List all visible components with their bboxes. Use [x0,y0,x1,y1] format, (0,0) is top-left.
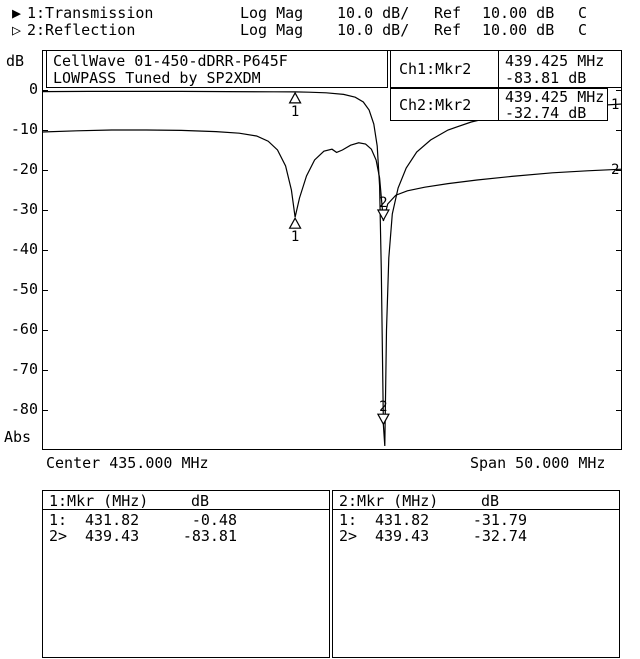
y-axis-tick-label: -50 [10,280,38,298]
marker-2-number: 2 [379,195,387,211]
y-axis-tick-label: -60 [10,320,38,338]
marker-table-header: 2:Mkr (MHz) [339,492,439,510]
marker-2-triangle-icon [376,413,390,426]
ch2-marker-box: Ch2:Mkr2 439.425 MHz -32.74 dB [390,88,608,121]
y-axis-tick-label: -40 [10,240,38,258]
marker-2-number: 2 [379,399,387,415]
marker-table-header: 1:Mkr (MHz) [49,492,149,510]
y-axis-tick-label: -20 [10,160,38,178]
ch2-ref-value: 10.00 dB [482,21,555,39]
device-title: CellWave 01-450-dDRR-P645F [53,52,288,70]
ch2-marker-label: Ch2:Mkr2 [399,96,472,114]
trace-2-edge-label: 2 [611,162,619,178]
y-axis-tick-label: 0 [28,80,38,98]
divider [333,509,619,510]
ch2-format: Log Mag [240,21,304,39]
ch1-marker-value: -83.81 dB [505,69,587,87]
y-axis-tick-label: -30 [10,200,38,218]
marker-freq: 439.43 [375,527,430,545]
trace-reflection [41,129,623,222]
ch2-marker-freq: 439.425 MHz [505,88,605,106]
y-axis-labels: 0 -10 -20 -30 -40 -50 -60 -70 -80 [0,0,40,490]
marker-value: -31.79 [472,511,527,529]
marker-table-ch2: 2:Mkr (MHz) dB 1: 431.82 -31.79 2> 439.4… [332,490,620,658]
ch1-scale: 10.0 dB/ [337,4,410,22]
ch2-ref-label: Ref [434,21,462,39]
marker-1-number: 1 [291,229,299,245]
marker-1-number: 1 [291,104,299,120]
marker-value: -32.74 [472,527,527,545]
y-axis-unit-label: dB [6,52,25,70]
y-axis-tick-label: -70 [10,360,38,378]
marker-table-ch1: 1:Mkr (MHz) dB 1: 431.82 -0.48 2> 439.43… [42,490,330,658]
ch1-trace-label: 1:Transmission [27,4,154,22]
ch1-ref-value: 10.00 dB [482,4,555,22]
center-frequency-label: Center 435.000 MHz [46,454,209,472]
marker-freq: 439.43 [85,527,140,545]
divider [43,509,329,510]
y-axis-tick-label: -10 [10,120,38,138]
marker-1-triangle-icon [288,216,302,229]
marker-value: -0.48 [191,511,237,529]
marker-freq: 431.82 [375,511,430,529]
marker-id: 1: [339,511,358,529]
marker-table-unit: dB [481,492,500,510]
marker-1-triangle-icon [288,91,302,104]
marker-id: 2> [339,527,358,545]
ch2-marker-icon: ▷ [12,21,22,39]
ch1-marker-freq: 439.425 MHz [505,52,605,70]
marker-id: 2> [49,527,68,545]
ch2-marker-value: -32.74 dB [505,104,587,122]
marker-value: -83.81 [182,527,237,545]
ch2-scale: 10.0 dB/ [337,21,410,39]
divider [498,88,499,121]
ch1-marker-box: Ch1:Mkr2 439.425 MHz -83.81 dB [390,50,622,88]
ch1-active-marker-icon: ▶ [12,4,22,22]
ch2-status-flag: C [578,21,588,39]
marker-freq: 431.82 [85,511,140,529]
ch1-status-flag: C [578,4,588,22]
ch1-ref-label: Ref [434,4,462,22]
trace-transmission [41,90,623,447]
marker-table-unit: dB [191,492,210,510]
span-frequency-label: Span 50.000 MHz [470,454,606,472]
marker-id: 1: [49,511,68,529]
ch1-format: Log Mag [240,4,304,22]
ch1-marker-label: Ch1:Mkr2 [399,60,472,78]
ch2-trace-label: 2:Reflection [27,21,136,39]
title-box: CellWave 01-450-dDRR-P645F LOWPASS Tuned… [46,50,388,88]
divider [498,50,499,88]
trace-1-edge-label: 1 [611,97,619,113]
y-axis-abs-label: Abs [4,428,32,446]
y-axis-tick-label: -80 [10,400,38,418]
marker-2-triangle-icon [376,209,390,222]
device-subtitle: LOWPASS Tuned by SP2XDM [53,69,261,87]
